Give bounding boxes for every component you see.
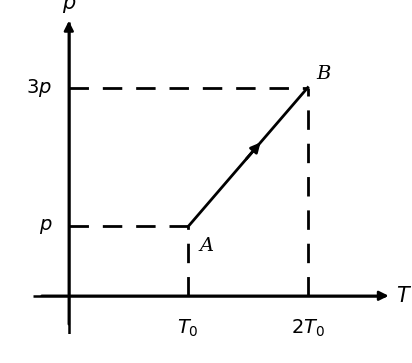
Text: $2T_0$: $2T_0$ (291, 318, 325, 339)
Text: A: A (199, 237, 213, 255)
Text: $T$: $T$ (396, 286, 412, 306)
Text: $3p$: $3p$ (26, 77, 52, 99)
Text: $T_0$: $T_0$ (178, 318, 199, 339)
Text: $p$: $p$ (39, 217, 52, 236)
Text: $p$: $p$ (62, 0, 76, 15)
Text: B: B (316, 65, 330, 83)
